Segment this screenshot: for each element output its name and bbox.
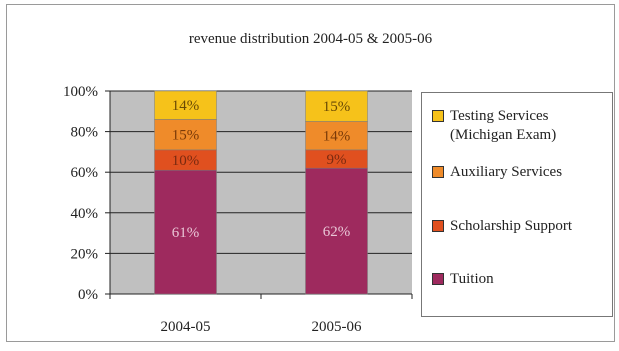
chart-title: revenue distribution 2004-05 & 2005-06 [188,31,433,47]
data-label: 9% [327,152,347,168]
data-label: 10% [172,153,200,169]
data-label: 14% [323,129,351,145]
legend-label-testing-services: Testing Services [450,108,549,124]
data-label: 62% [323,224,351,240]
y-tick-label: 60% [71,165,99,181]
data-label: 15% [172,128,200,144]
legend-swatch-tuition [432,273,444,285]
bar-segment-auxiliary-services-2004-05 [154,119,217,151]
data-label: 14% [172,98,200,114]
bar-segment-tuition-2005-06 [305,167,368,295]
legend-label-testing-services-line2: (Michigan Exam) [450,127,557,143]
data-label: 61% [172,225,200,241]
legend-label-scholarship-support: Scholarship Support [450,218,573,234]
y-tick-label: 80% [71,125,99,141]
bar-segment-auxiliary-services-2005-06 [305,121,368,151]
legend-swatch-testing-services [432,110,444,122]
y-tick-label: 20% [71,246,99,262]
legend-swatch-scholarship-support [432,220,444,232]
legend-label-auxiliary-services: Auxiliary Services [450,164,563,180]
bar-segment-testing-services-michigan-exam-2005-06 [305,90,368,122]
y-tick-label: 0% [78,287,98,303]
bar-segment-testing-services-michigan-exam-2004-05 [154,90,217,120]
legend: Testing Services (Michigan Exam) Auxilia… [421,92,613,317]
y-tick-label: 100% [63,84,98,100]
legend-swatch-auxiliary-services [432,166,444,178]
legend-label-tuition: Tuition [450,271,494,287]
x-tick-label: 2005-06 [312,319,362,335]
y-tick-label: 40% [71,206,99,222]
bar-segment-tuition-2004-05 [154,169,217,295]
data-label: 15% [323,99,351,115]
x-tick-label: 2004-05 [161,319,211,335]
